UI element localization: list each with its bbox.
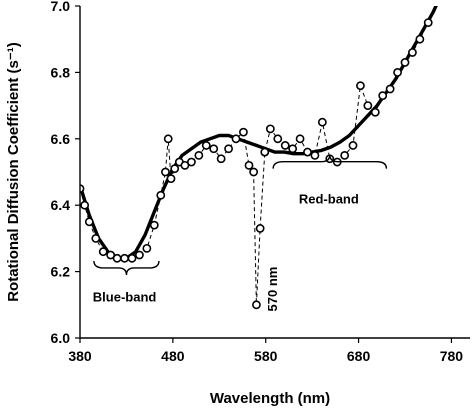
data-point: [161, 167, 170, 177]
data-point: [80, 200, 90, 210]
data-point: [423, 18, 433, 27]
plot-clip-group: [80, 6, 438, 310]
data-point: [370, 107, 380, 117]
data-point: [295, 134, 305, 144]
data-point: [273, 134, 283, 144]
data-point: [260, 147, 270, 157]
data-point: [84, 217, 94, 227]
data-point: [180, 160, 190, 170]
data-point: [363, 101, 373, 110]
x-tick-label: 680: [347, 348, 371, 364]
x-tick-label: 580: [254, 348, 278, 364]
data-point: [120, 253, 129, 263]
x-tick-label: 480: [161, 348, 185, 364]
y-tick-label: 6.8: [51, 64, 71, 80]
data-point: [356, 81, 365, 91]
data-point: [216, 154, 226, 164]
plot-area: Blue-band Red-band 570 nm: [80, 6, 438, 312]
y-tick-label: 7.0: [51, 0, 71, 14]
red-band-label: Red-band: [299, 192, 359, 207]
data-point: [106, 250, 116, 260]
data-point: [252, 300, 261, 310]
data-point: [98, 247, 108, 257]
fit-curve-line: [80, 6, 438, 260]
data-point: [194, 150, 204, 160]
data-point: [348, 141, 358, 150]
y-axis-title: Rotational Diffusion Coefficient (s⁻¹): [5, 42, 22, 302]
data-point: [91, 233, 101, 243]
data-point: [310, 150, 320, 160]
blue-band-label: Blue-band: [93, 290, 157, 305]
data-point: [303, 147, 312, 157]
data-point: [378, 91, 388, 101]
data-point: [156, 190, 166, 200]
data-point: [127, 253, 137, 263]
data-point: [239, 127, 248, 137]
data-point: [201, 141, 211, 150]
data-point: [249, 167, 259, 177]
data-point: [385, 84, 395, 94]
data-point: [408, 48, 417, 57]
x-tick-label: 380: [68, 348, 92, 364]
x-tick-label: 780: [440, 348, 464, 364]
y-tick-label: 6.6: [51, 131, 71, 147]
data-point: [224, 144, 233, 154]
data-point: [231, 134, 241, 144]
data-point: [209, 144, 219, 154]
data-point: [170, 164, 180, 174]
x-axis-title: Wavelength (nm): [210, 390, 330, 407]
axes: 380 480 580 680 780 6.0 6.2 6.4 6.6 6.8 7.0: [51, 0, 470, 364]
data-point: [393, 68, 402, 77]
data-point: [187, 157, 196, 167]
data-point: [112, 253, 122, 263]
data-point: [415, 34, 425, 44]
data-point: [317, 117, 327, 127]
wavelength-570-label: 570 nm: [265, 267, 280, 312]
y-tick-label: 6.4: [51, 197, 71, 213]
data-point: [142, 243, 152, 253]
data-point: [166, 174, 176, 184]
data-point: [340, 150, 350, 160]
data-point: [280, 141, 290, 150]
data-point: [135, 250, 144, 260]
y-tick-label: 6.2: [51, 264, 71, 280]
data-point: [288, 144, 298, 154]
data-point: [265, 124, 275, 134]
data-point: [255, 224, 265, 233]
data-point: [244, 160, 254, 170]
y-tick-label: 6.0: [51, 330, 71, 346]
data-point: [163, 134, 173, 144]
data-point: [149, 220, 159, 230]
blue-band-bracket: [93, 260, 160, 276]
red-band-bracket: [272, 154, 388, 169]
data-point: [400, 58, 410, 67]
